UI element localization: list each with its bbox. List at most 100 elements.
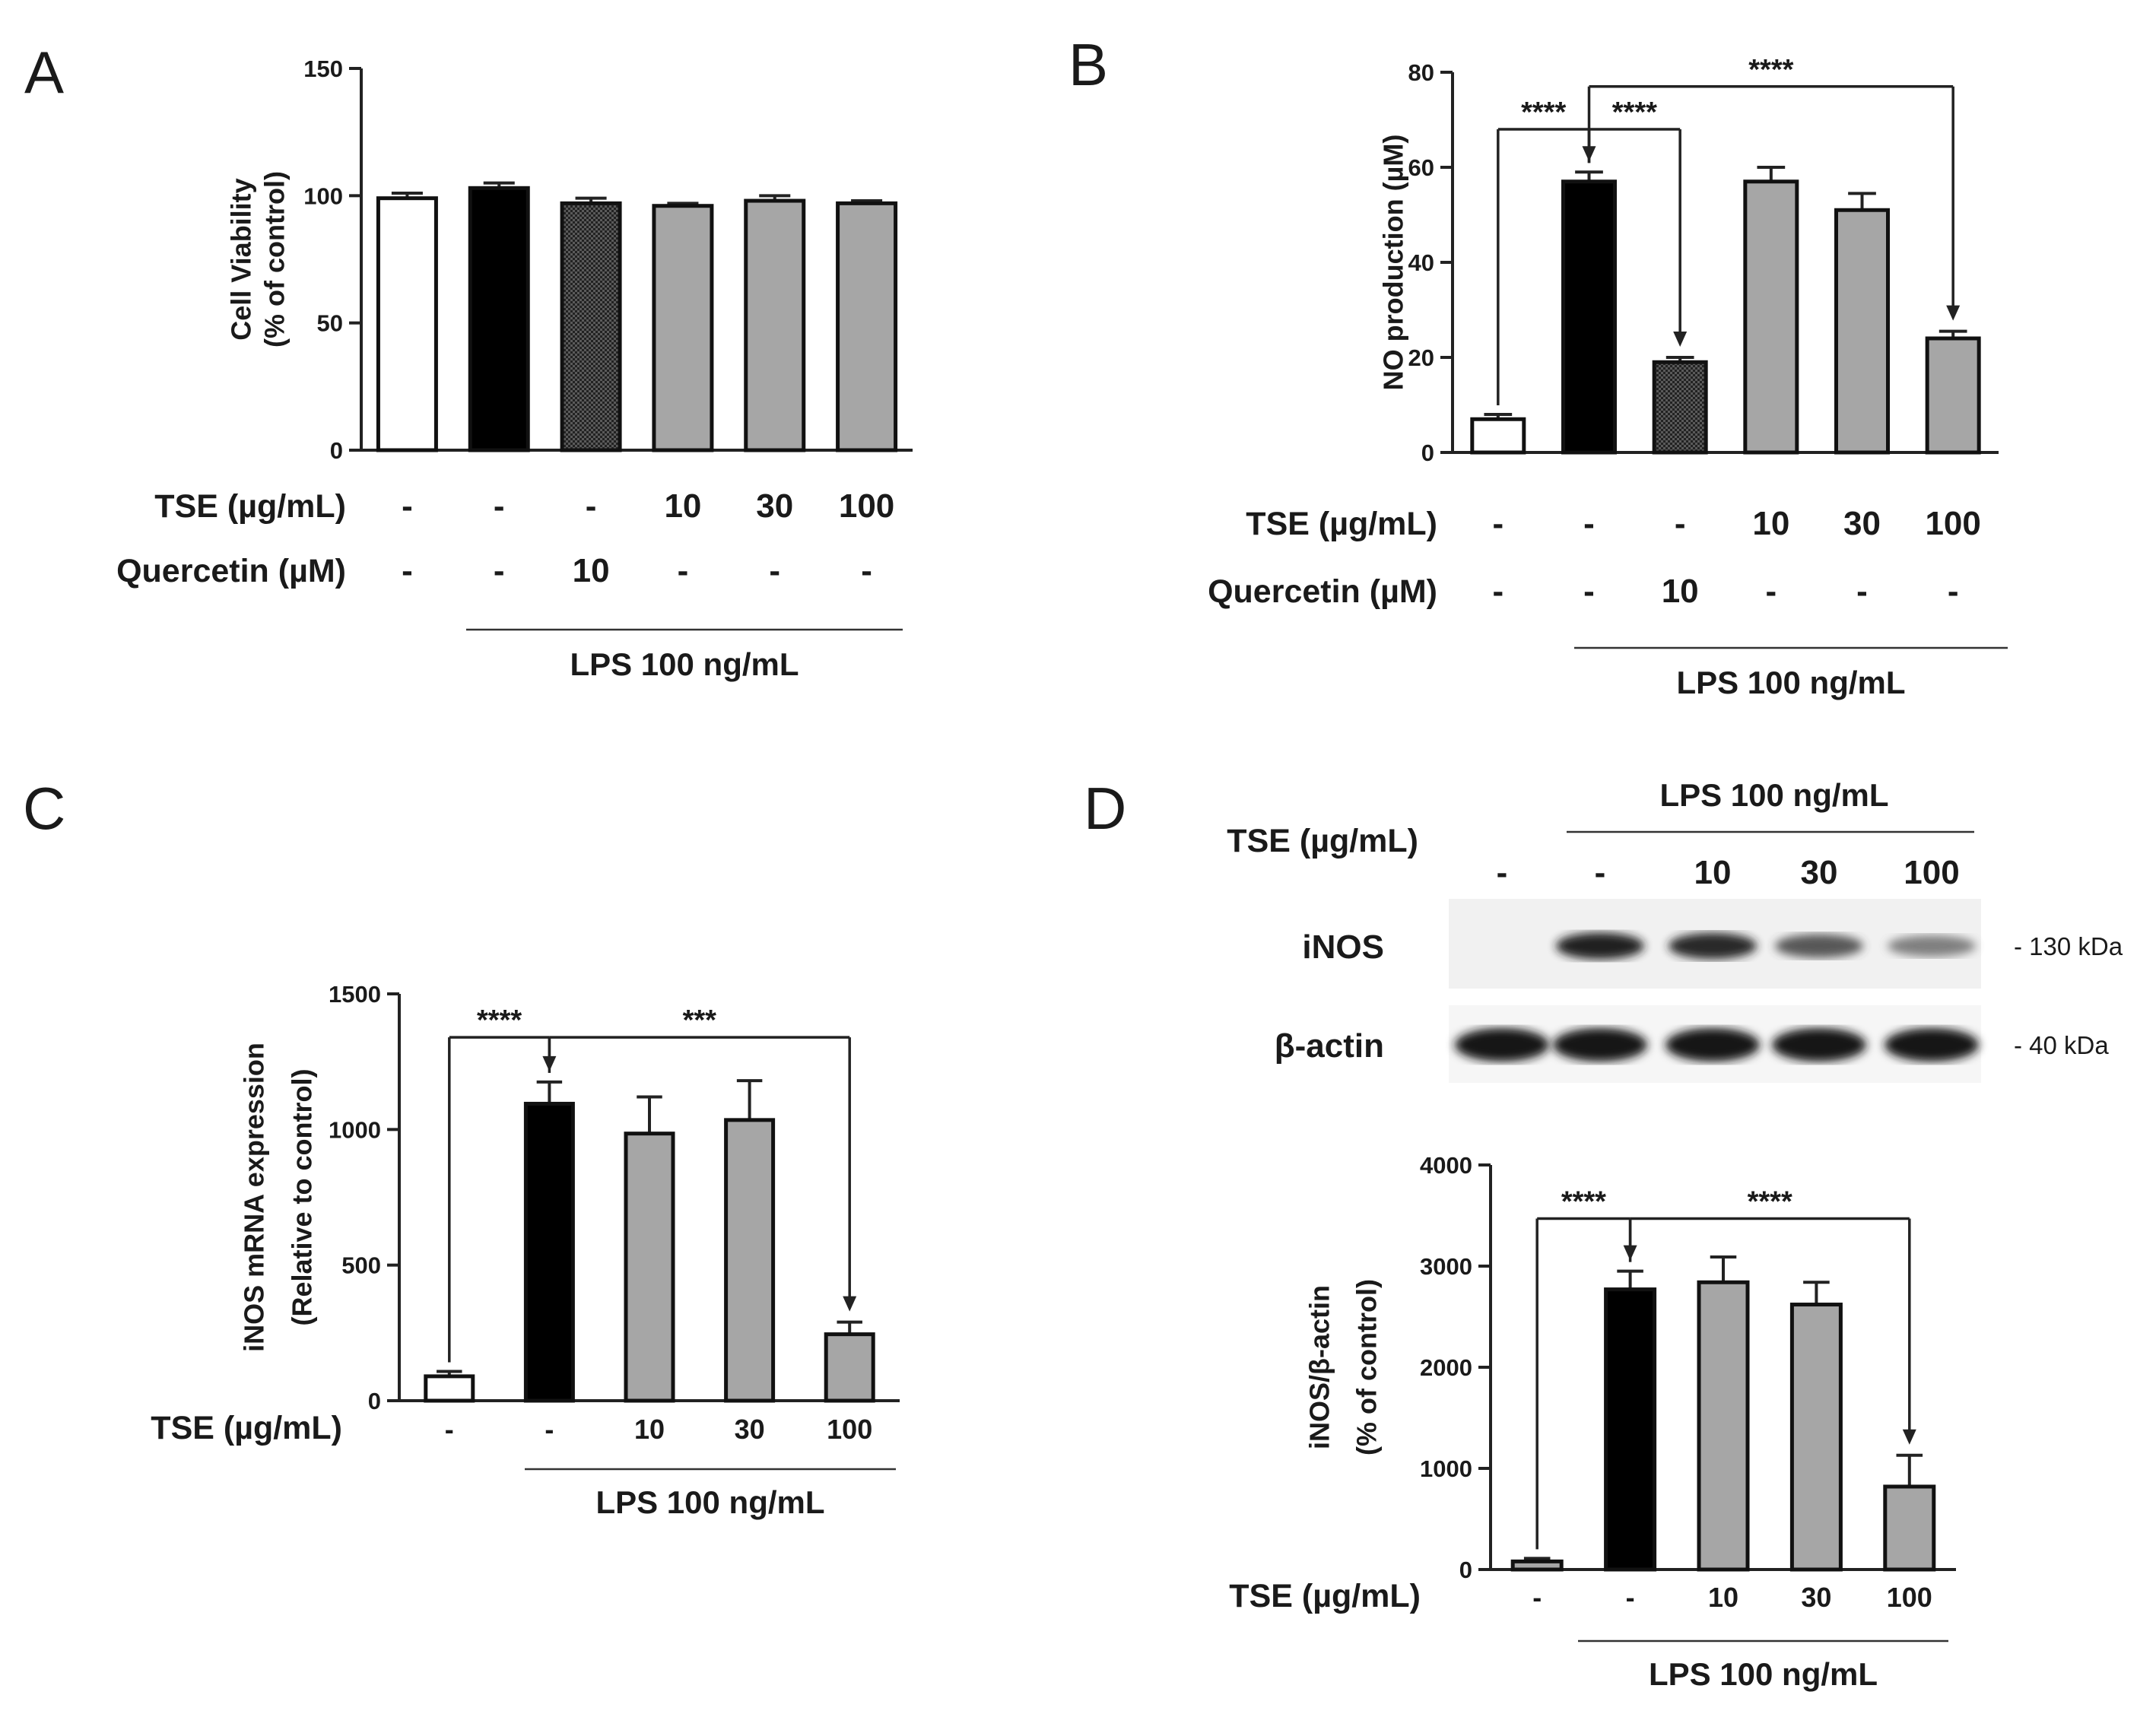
blot-band-inos — [1669, 932, 1757, 960]
x-category-label-C: 10 — [634, 1414, 665, 1445]
y-axis-label-D: (% of control) — [1351, 1279, 1383, 1455]
x-category-label-B: - — [1766, 573, 1777, 610]
blot-band-inos — [1775, 934, 1863, 958]
significance-label-C: *** — [683, 1005, 717, 1036]
blot-lane-label: 30 — [1801, 854, 1838, 891]
row-label-D: TSE (µg/mL) — [1229, 1578, 1421, 1614]
bar-D — [1697, 1280, 1750, 1572]
bar-A — [468, 186, 530, 452]
x-category-label-C: - — [545, 1414, 554, 1445]
significance-label-D: **** — [1561, 1186, 1606, 1217]
x-category-label-B: - — [1583, 505, 1595, 542]
panel-label-C: C — [23, 775, 65, 842]
blot-tse-label: TSE (µg/mL) — [1227, 823, 1418, 859]
y-tick-label-C: 500 — [341, 1252, 381, 1279]
bar-B — [1561, 179, 1617, 455]
x-category-label-A: - — [769, 552, 780, 589]
y-tick-label-B: 60 — [1408, 154, 1434, 181]
blot-lps-label: LPS 100 ng/mL — [1659, 777, 1888, 813]
y-axis-label-C: (Relative to control) — [287, 1068, 318, 1325]
x-category-label-D: - — [1532, 1582, 1542, 1613]
blot-band-inos — [1888, 935, 1976, 957]
blot-band-actin — [1885, 1028, 1979, 1062]
bar-D — [1604, 1287, 1657, 1572]
panel-label-D: D — [1084, 775, 1126, 842]
significance-label-D: **** — [1748, 1186, 1792, 1217]
y-tick-label-D: 0 — [1459, 1557, 1472, 1583]
bar-D — [1883, 1484, 1936, 1572]
y-tick-label-A: 50 — [317, 310, 343, 337]
x-category-label-A: 10 — [664, 487, 701, 525]
bar-A — [652, 204, 714, 452]
y-axis-label-A: Cell Viability — [226, 178, 257, 340]
band-label-inos: iNOS — [1302, 928, 1384, 966]
significance-arrow-B — [1673, 332, 1688, 347]
y-tick-label-C: 1500 — [329, 981, 381, 1008]
bar-D — [1510, 1559, 1564, 1572]
band-marker-inos: - 130 kDa — [2014, 932, 2123, 960]
x-category-label-B: - — [1856, 573, 1868, 610]
y-tick-label-D: 3000 — [1420, 1253, 1472, 1280]
row-label-A: TSE (µg/mL) — [154, 488, 346, 525]
y-axis-label-A: (% of control) — [259, 171, 291, 348]
y-tick-label-C: 1000 — [329, 1116, 381, 1143]
panel-label-A: A — [24, 39, 64, 106]
significance-arrow-D — [1902, 1429, 1916, 1445]
bar-B — [1925, 336, 1981, 455]
y-tick-label-D: 4000 — [1420, 1152, 1472, 1179]
significance-label-B: **** — [1748, 54, 1793, 86]
x-category-label-A: - — [402, 487, 413, 525]
y-tick-label-A: 150 — [303, 56, 343, 82]
x-category-label-D: 30 — [1801, 1582, 1831, 1613]
y-axis-label-C: iNOS mRNA expression — [239, 1043, 270, 1352]
x-category-label-A: 10 — [573, 552, 610, 589]
blot-lane-label: - — [1595, 854, 1606, 891]
y-tick-label-D: 2000 — [1420, 1354, 1472, 1381]
bar-C — [824, 1332, 875, 1403]
x-category-label-B: 10 — [1752, 505, 1789, 542]
x-category-label-C: 100 — [827, 1414, 872, 1445]
row-label-A: Quercetin (µM) — [116, 553, 346, 589]
significance-label-B: **** — [1521, 97, 1566, 129]
x-category-label-A: - — [586, 487, 597, 525]
x-category-label-B: - — [1493, 573, 1504, 610]
x-category-label-A: 100 — [839, 487, 894, 525]
x-category-label-B: - — [1493, 505, 1504, 542]
y-tick-label-B: 20 — [1408, 344, 1434, 371]
bar-D — [1789, 1303, 1843, 1572]
bar-B — [1470, 417, 1526, 455]
blot-band-actin — [1553, 1028, 1647, 1062]
x-category-label-A: - — [494, 552, 505, 589]
y-tick-label-D: 1000 — [1420, 1455, 1472, 1482]
blot-lane-label: 100 — [1904, 854, 1959, 891]
blot-band-actin — [1665, 1028, 1760, 1062]
blot-band-actin — [1455, 1028, 1549, 1062]
x-category-label-A: - — [494, 487, 505, 525]
x-category-label-A: - — [861, 552, 872, 589]
blot-band-inos — [1556, 932, 1644, 960]
y-axis-label-B: NO production (µM) — [1378, 135, 1409, 391]
x-category-label-B: 30 — [1843, 505, 1881, 542]
x-category-label-B: - — [1675, 505, 1686, 542]
blot-lane-label: 10 — [1694, 854, 1732, 891]
bar-A — [744, 198, 806, 452]
significance-label-B: **** — [1612, 97, 1657, 129]
y-tick-label-C: 0 — [368, 1388, 381, 1414]
bar-B — [1652, 360, 1708, 455]
bar-A — [376, 196, 438, 452]
x-category-label-B: 100 — [1925, 505, 1980, 542]
band-marker-actin: - 40 kDa — [2014, 1031, 2109, 1059]
bar-C — [424, 1374, 475, 1403]
x-category-label-D: 100 — [1887, 1582, 1932, 1613]
lps-label-B: LPS 100 ng/mL — [1676, 665, 1905, 700]
y-tick-label-B: 40 — [1408, 249, 1434, 276]
x-category-label-C: 30 — [735, 1414, 765, 1445]
row-label-B: Quercetin (µM) — [1208, 573, 1437, 610]
bar-A — [560, 201, 622, 452]
significance-arrow-C — [843, 1296, 857, 1312]
significance-arrow-B — [1946, 305, 1961, 321]
y-tick-label-A: 0 — [330, 437, 343, 464]
blot-lane-label: - — [1497, 854, 1508, 891]
y-axis-label-D: iNOS/β-actin — [1304, 1285, 1335, 1449]
